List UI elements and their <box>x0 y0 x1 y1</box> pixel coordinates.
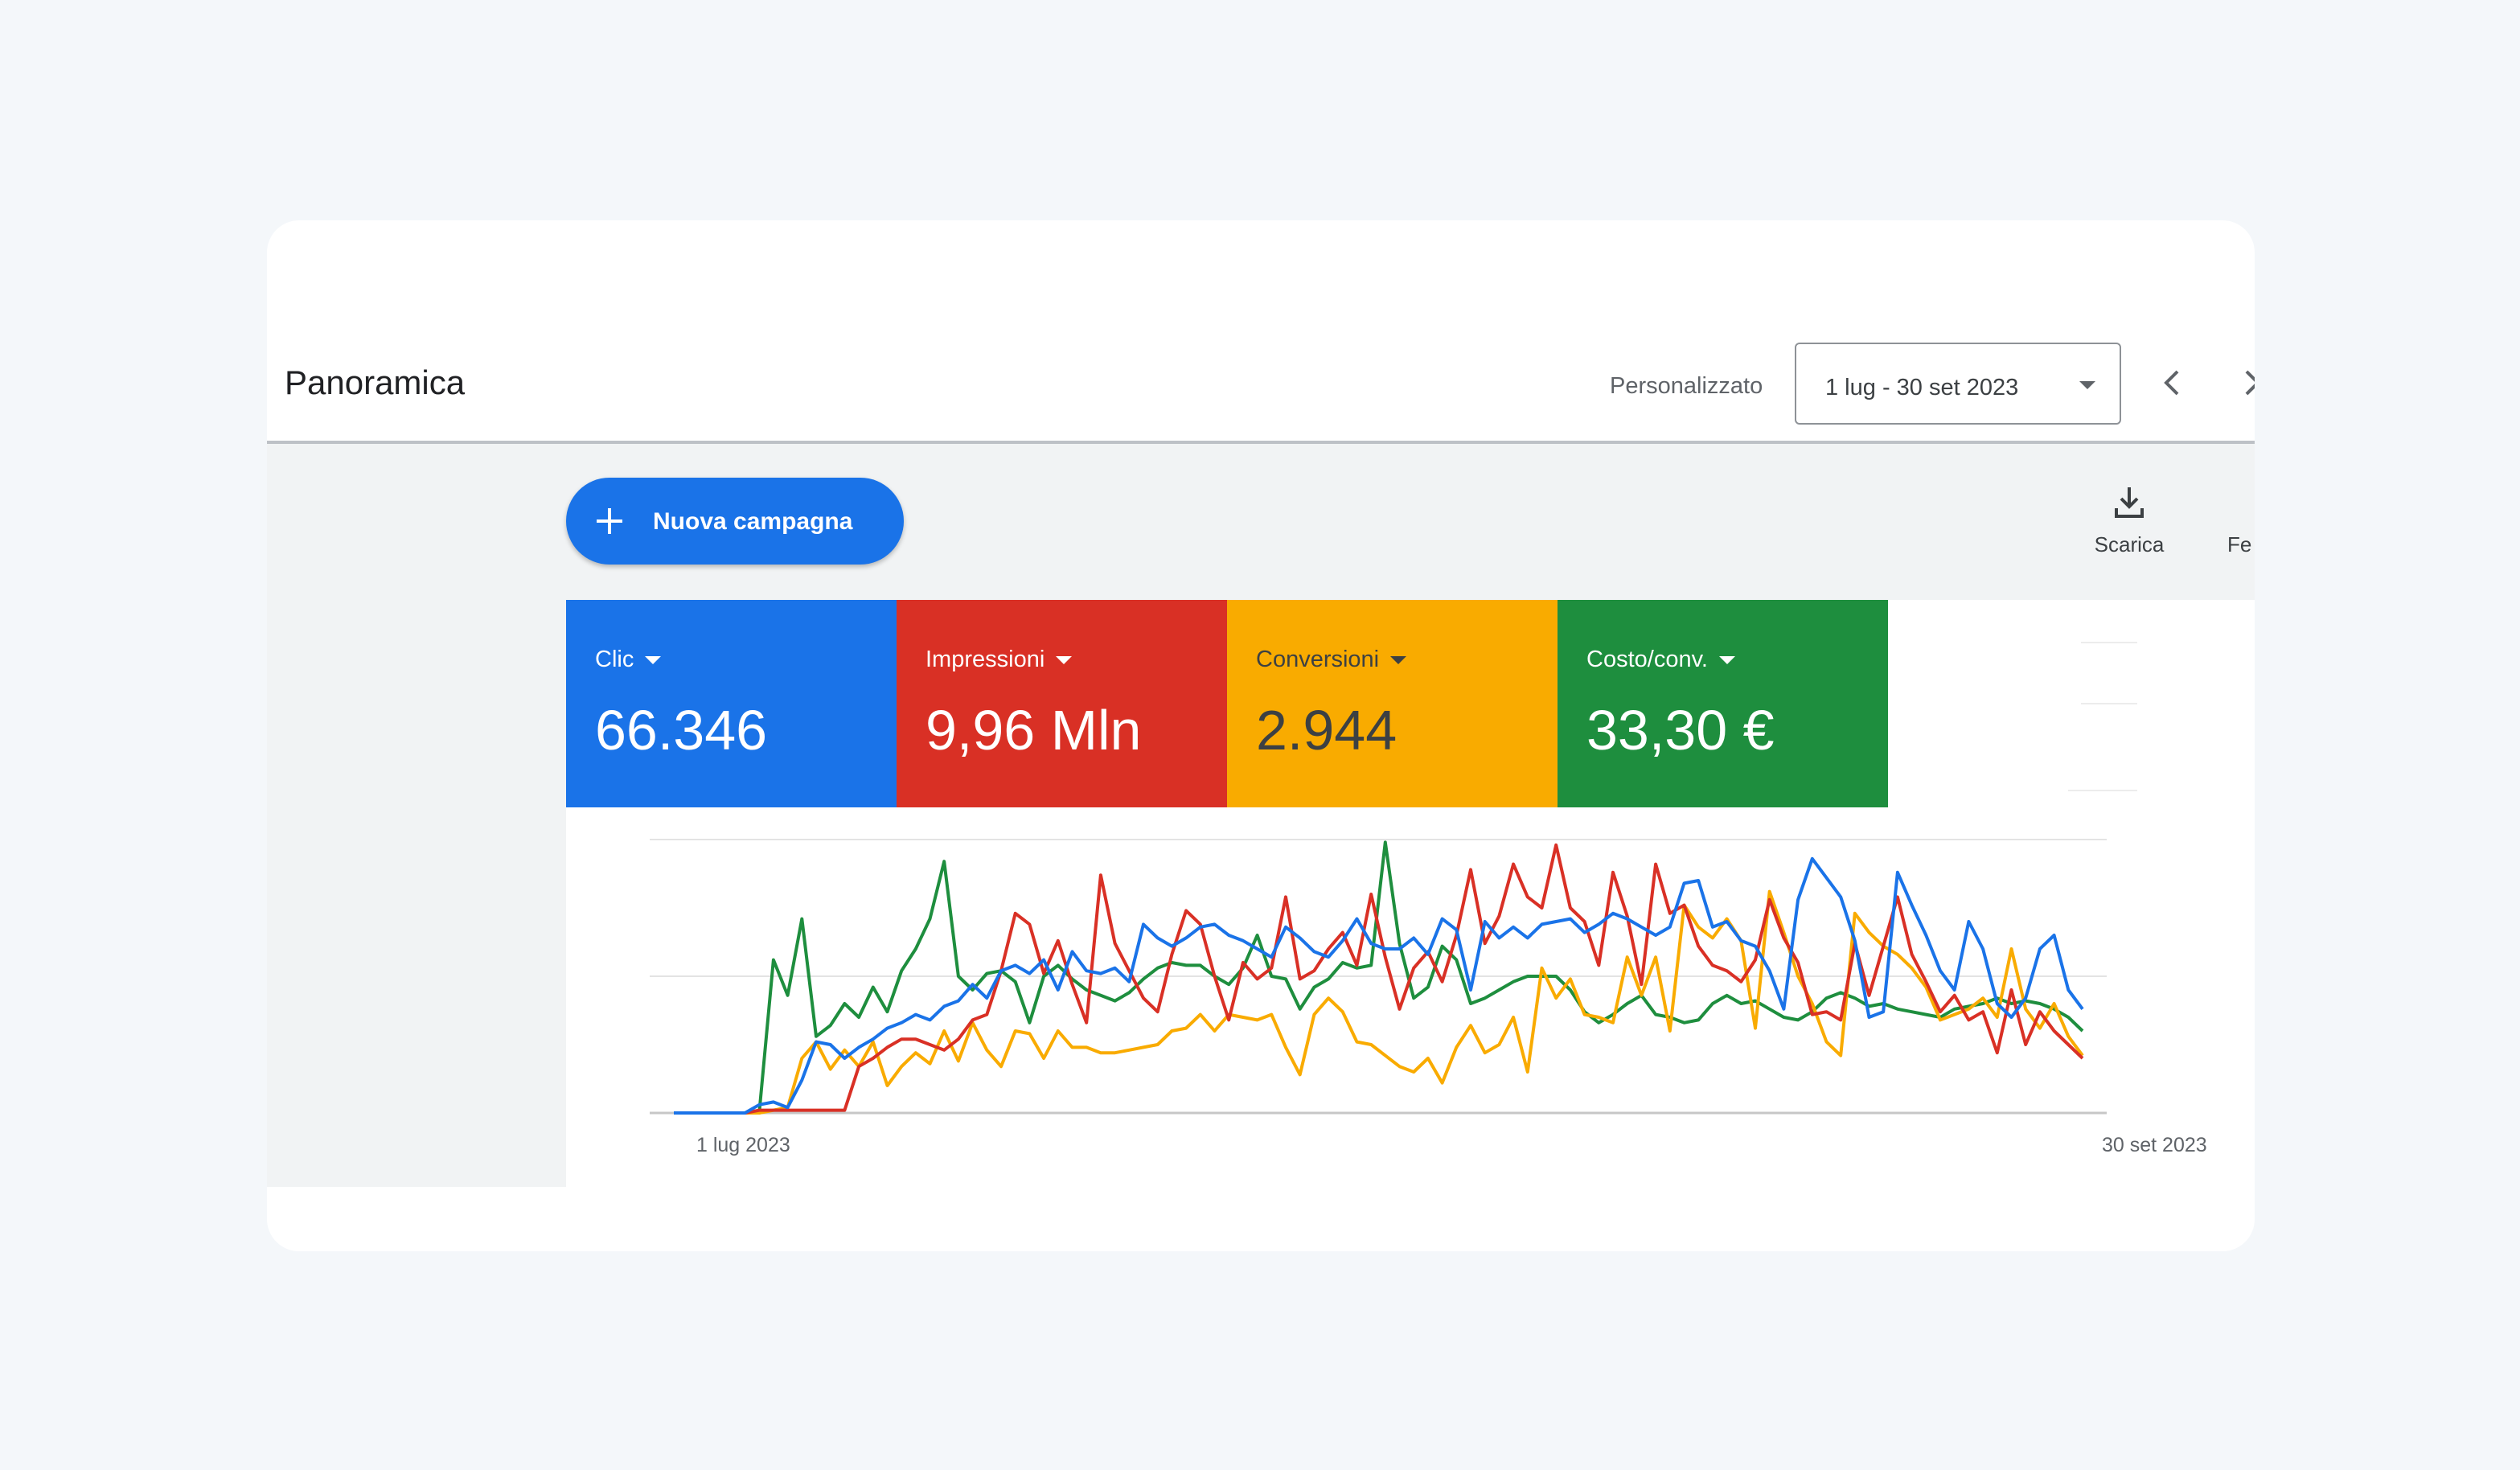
placeholder-line <box>2081 642 2137 643</box>
metric-name: Costo/conv. <box>1586 647 1708 672</box>
metric-conversions[interactable]: Conversioni 2.944 <box>1227 600 1558 807</box>
x-axis-end-label: 30 set 2023 <box>2102 1134 2207 1156</box>
page-title: Panoramica <box>285 363 466 401</box>
download-button[interactable]: Scarica <box>2081 486 2177 566</box>
download-label: Scarica <box>2094 532 2165 556</box>
metric-name: Impressioni <box>926 647 1045 672</box>
metric-value: 2.944 <box>1256 699 1397 762</box>
metric-impressions[interactable]: Impressioni 9,96 Mln <box>897 600 1227 807</box>
performance-line-chart <box>650 839 2107 1115</box>
date-range-select[interactable]: 1 lug - 30 set 2023 <box>1795 343 2121 425</box>
toolbar-cutoff-label[interactable]: Fe <box>2227 532 2252 556</box>
chevron-left-icon[interactable] <box>2157 367 2189 399</box>
date-range-value: 1 lug - 30 set 2023 <box>1825 375 2019 400</box>
metric-name: Conversioni <box>1256 647 1380 672</box>
plus-icon <box>597 508 622 534</box>
metric-name: Clic <box>595 647 634 672</box>
chevron-down-icon[interactable] <box>645 656 662 665</box>
placeholder-line <box>2081 703 2137 704</box>
new-campaign-button[interactable]: Nuova campagna <box>566 478 904 565</box>
chevron-down-icon[interactable] <box>1390 656 1407 665</box>
series-line-clic <box>674 856 2084 1115</box>
header-divider <box>267 441 2255 444</box>
chevron-down-icon[interactable] <box>1056 656 1073 665</box>
series-line-costo-conv- <box>674 840 2084 1115</box>
placeholder-line <box>2068 790 2137 791</box>
new-campaign-label: Nuova campagna <box>653 508 853 535</box>
series-line-impressioni <box>674 843 2084 1115</box>
download-icon <box>2115 487 2144 518</box>
chevron-right-icon[interactable] <box>2237 367 2255 399</box>
metric-cost-per-conversion[interactable]: Costo/conv. 33,30 € <box>1558 600 1888 807</box>
date-preset-label[interactable]: Personalizzato <box>1610 373 1763 399</box>
metric-value: 66.346 <box>595 699 768 762</box>
chevron-down-icon <box>2079 381 2095 389</box>
x-axis-start-label: 1 lug 2023 <box>696 1134 790 1156</box>
metric-value: 9,96 Mln <box>926 699 1142 762</box>
metric-value: 33,30 € <box>1586 699 1775 762</box>
metric-clicks[interactable]: Clic 66.346 <box>566 600 897 807</box>
chevron-down-icon[interactable] <box>1718 656 1735 665</box>
overview-card: Panoramica Personalizzato 1 lug - 30 set… <box>267 220 2255 1251</box>
